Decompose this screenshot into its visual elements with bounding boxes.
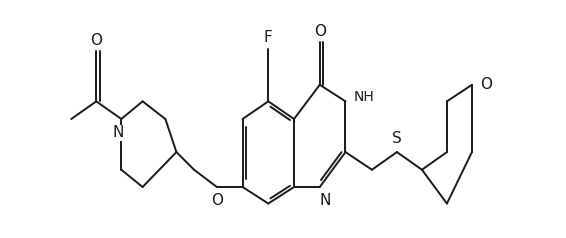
Text: O: O [91, 33, 102, 48]
Text: S: S [392, 131, 402, 146]
Text: O: O [211, 193, 223, 208]
Text: NH: NH [354, 90, 374, 104]
Text: F: F [264, 30, 273, 45]
Text: N: N [113, 125, 124, 140]
Text: N: N [320, 193, 331, 208]
Text: O: O [480, 77, 492, 92]
Text: O: O [314, 24, 326, 39]
